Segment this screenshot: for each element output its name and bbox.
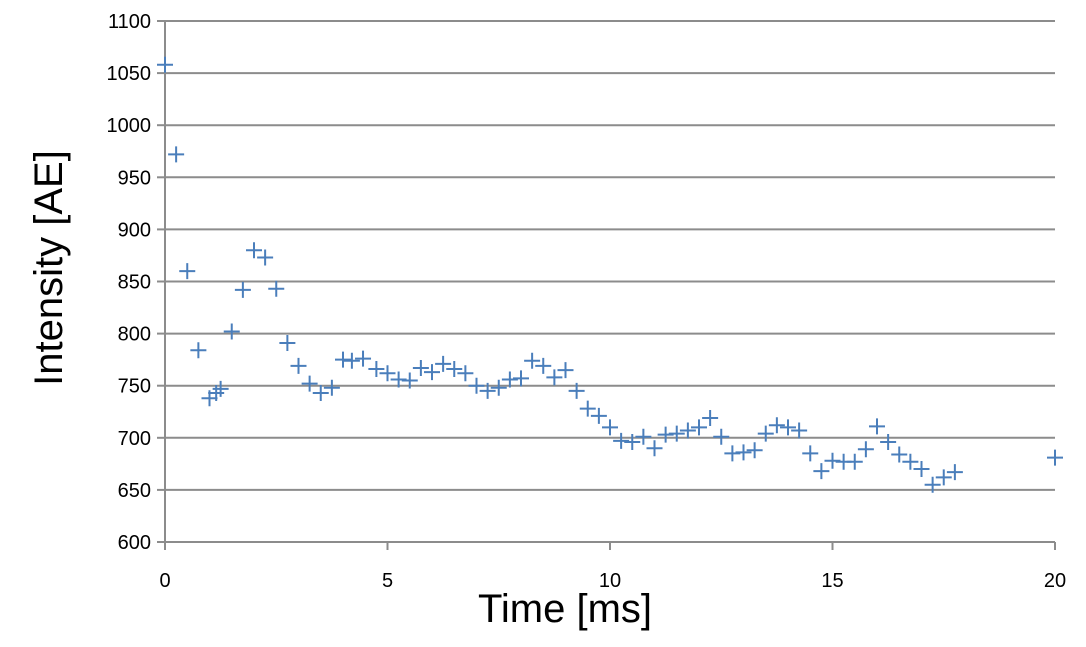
y-tick-label: 900 — [118, 219, 151, 241]
y-tick-label: 600 — [118, 532, 151, 554]
x-tick-labels: 0 5 10 15 20 — [159, 570, 1066, 592]
data-point — [401, 372, 418, 389]
data-point — [935, 469, 952, 486]
data-point — [312, 384, 329, 401]
data-point — [780, 419, 796, 436]
data-point — [212, 380, 229, 397]
data-point — [234, 281, 251, 298]
data-point — [1047, 449, 1063, 466]
data-point — [501, 371, 518, 388]
data-point — [946, 464, 963, 481]
data-point — [679, 422, 696, 439]
data-point — [791, 422, 808, 439]
data-point — [457, 365, 474, 382]
data-point — [735, 444, 752, 461]
data-point — [390, 371, 407, 388]
data-point — [546, 369, 563, 386]
data-point — [624, 433, 641, 450]
data-point — [857, 441, 874, 458]
data-point — [424, 364, 440, 381]
data-point — [435, 355, 452, 372]
data-point — [557, 362, 574, 379]
data-point — [524, 352, 541, 369]
x-tick-label: 10 — [599, 570, 621, 592]
data-points — [157, 56, 1063, 493]
data-point — [590, 407, 607, 424]
data-point — [190, 342, 207, 359]
data-point — [223, 323, 240, 340]
data-point — [746, 442, 763, 459]
data-point — [891, 446, 908, 463]
data-point — [490, 379, 507, 396]
data-point — [290, 357, 307, 374]
data-point — [323, 379, 340, 396]
data-point — [157, 56, 173, 73]
y-tick-label: 750 — [118, 376, 151, 398]
data-point — [579, 400, 596, 417]
data-point — [802, 445, 819, 462]
x-tick-label: 15 — [821, 570, 843, 592]
data-point — [535, 357, 552, 374]
data-point — [379, 365, 396, 382]
gridlines — [157, 20, 1056, 550]
data-point — [846, 453, 863, 470]
data-point — [646, 440, 663, 457]
x-tick-label: 0 — [159, 570, 170, 592]
data-point — [602, 419, 618, 436]
data-point — [824, 452, 841, 469]
y-axis-title: Intensity [AE] — [27, 150, 71, 386]
data-point — [768, 417, 785, 434]
y-tick-label: 1100 — [108, 11, 151, 33]
data-point — [446, 361, 463, 378]
data-point — [668, 425, 685, 442]
y-tick-label: 800 — [118, 324, 151, 346]
x-tick-label: 5 — [382, 570, 393, 592]
data-point — [179, 263, 196, 280]
data-point — [702, 410, 719, 427]
y-tick-label: 850 — [118, 272, 151, 294]
data-point — [279, 334, 296, 351]
data-point — [635, 428, 652, 445]
data-point — [168, 146, 185, 163]
data-point — [924, 476, 941, 493]
data-point — [813, 463, 830, 480]
data-point — [257, 249, 274, 266]
data-point — [568, 382, 585, 399]
x-axis-title: Time [ms] — [478, 587, 652, 631]
y-tick-label: 650 — [118, 480, 151, 502]
data-point — [412, 359, 429, 376]
data-point — [301, 375, 318, 392]
data-point — [913, 461, 930, 478]
data-point — [343, 352, 360, 369]
data-point — [479, 382, 496, 399]
data-point — [613, 432, 630, 449]
data-point — [657, 426, 674, 443]
data-point — [880, 433, 897, 450]
data-point — [335, 351, 351, 368]
data-point — [368, 361, 385, 378]
y-tick-label: 1000 — [107, 115, 152, 137]
data-point — [757, 425, 774, 442]
y-tick-label: 950 — [118, 167, 151, 189]
data-point — [724, 445, 741, 462]
data-point — [355, 350, 372, 367]
data-point — [513, 370, 529, 387]
data-point — [902, 453, 919, 470]
y-tick-labels: 600 650 700 750 800 850 900 950 1000 1050 1100 — [107, 11, 152, 554]
y-tick-label: 700 — [118, 428, 151, 450]
x-tick-label: 20 — [1044, 570, 1066, 592]
data-point — [691, 419, 707, 436]
data-point — [713, 428, 730, 445]
data-point — [869, 418, 885, 435]
data-point — [246, 242, 262, 259]
y-tick-label: 1050 — [107, 63, 152, 85]
data-point — [268, 280, 285, 297]
data-point — [468, 377, 485, 394]
